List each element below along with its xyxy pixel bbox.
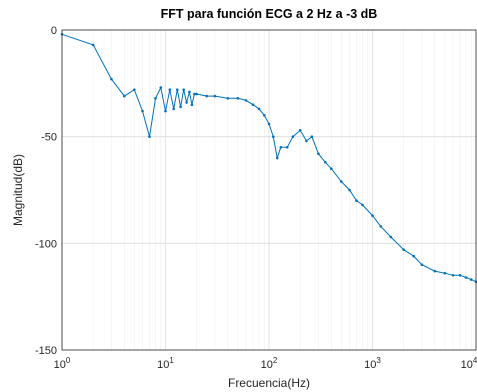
series-layer	[60, 33, 477, 283]
data-point	[185, 101, 188, 104]
data-point	[267, 122, 271, 126]
data-point	[458, 274, 462, 277]
data-point	[195, 92, 198, 96]
data-point	[355, 199, 358, 202]
data-point	[182, 88, 185, 91]
data-point	[298, 129, 302, 132]
data-point	[193, 92, 196, 96]
x-tick-label: 100	[54, 356, 71, 371]
x-tick-label: 104	[461, 356, 477, 371]
data-point	[188, 90, 191, 94]
data-point	[164, 109, 167, 113]
data-point	[179, 105, 182, 109]
data-point	[310, 135, 314, 138]
data-point	[317, 152, 320, 155]
data-point	[236, 97, 240, 100]
data-point	[148, 135, 151, 138]
y-ticks: 0 -50 -100 -150	[35, 25, 57, 357]
data-point	[257, 107, 261, 111]
data-point	[305, 139, 308, 143]
data-point	[154, 97, 157, 100]
data-point	[464, 276, 468, 279]
data-point	[451, 274, 455, 277]
data-point	[420, 263, 424, 267]
data-point	[263, 114, 266, 117]
data-point	[141, 109, 144, 113]
data-point	[205, 94, 208, 98]
chart-title: FFT para función ECG a 2 Hz a -3 dB	[161, 7, 378, 21]
data-point	[172, 107, 175, 111]
x-tick-label: 102	[261, 356, 278, 371]
data-point	[402, 248, 406, 251]
data-point	[190, 103, 194, 106]
data-point	[168, 88, 172, 91]
data-point	[244, 99, 248, 102]
plot-box	[61, 29, 477, 351]
data-point	[361, 203, 364, 207]
data-point	[159, 86, 163, 89]
data-point	[275, 156, 279, 160]
data-point	[371, 214, 374, 217]
data-point	[443, 271, 447, 275]
data-point	[379, 225, 383, 228]
x-tick-label: 103	[364, 356, 381, 371]
x-ticks: 100 101 102 103 104	[54, 356, 477, 371]
grid-lines	[61, 29, 476, 351]
data-point	[470, 278, 473, 281]
y-axis-label: Magnitud(dB)	[11, 154, 25, 226]
data-point	[123, 94, 126, 98]
data-point	[279, 146, 283, 149]
data-point	[272, 135, 275, 138]
y-tick-label: -50	[41, 132, 57, 144]
data-point	[91, 43, 95, 47]
data-point	[330, 167, 333, 170]
data-point	[348, 188, 351, 192]
data-point	[226, 97, 230, 100]
data-point	[291, 135, 295, 138]
data-point	[285, 146, 289, 149]
y-tick-label: -150	[35, 345, 57, 357]
x-axis-label: Frecuencia(Hz)	[228, 376, 310, 390]
data-point	[213, 94, 217, 98]
x-tick-label: 101	[157, 356, 174, 371]
data-point	[340, 180, 343, 183]
data-point	[110, 77, 113, 81]
data-point	[412, 254, 416, 258]
data-point	[324, 161, 327, 164]
data-point	[133, 88, 136, 91]
y-tick-label: 0	[51, 25, 57, 37]
data-point	[433, 269, 437, 273]
data-point	[251, 103, 255, 106]
data-point	[176, 88, 179, 91]
data-point	[389, 235, 393, 239]
y-tick-label: -100	[35, 238, 57, 250]
